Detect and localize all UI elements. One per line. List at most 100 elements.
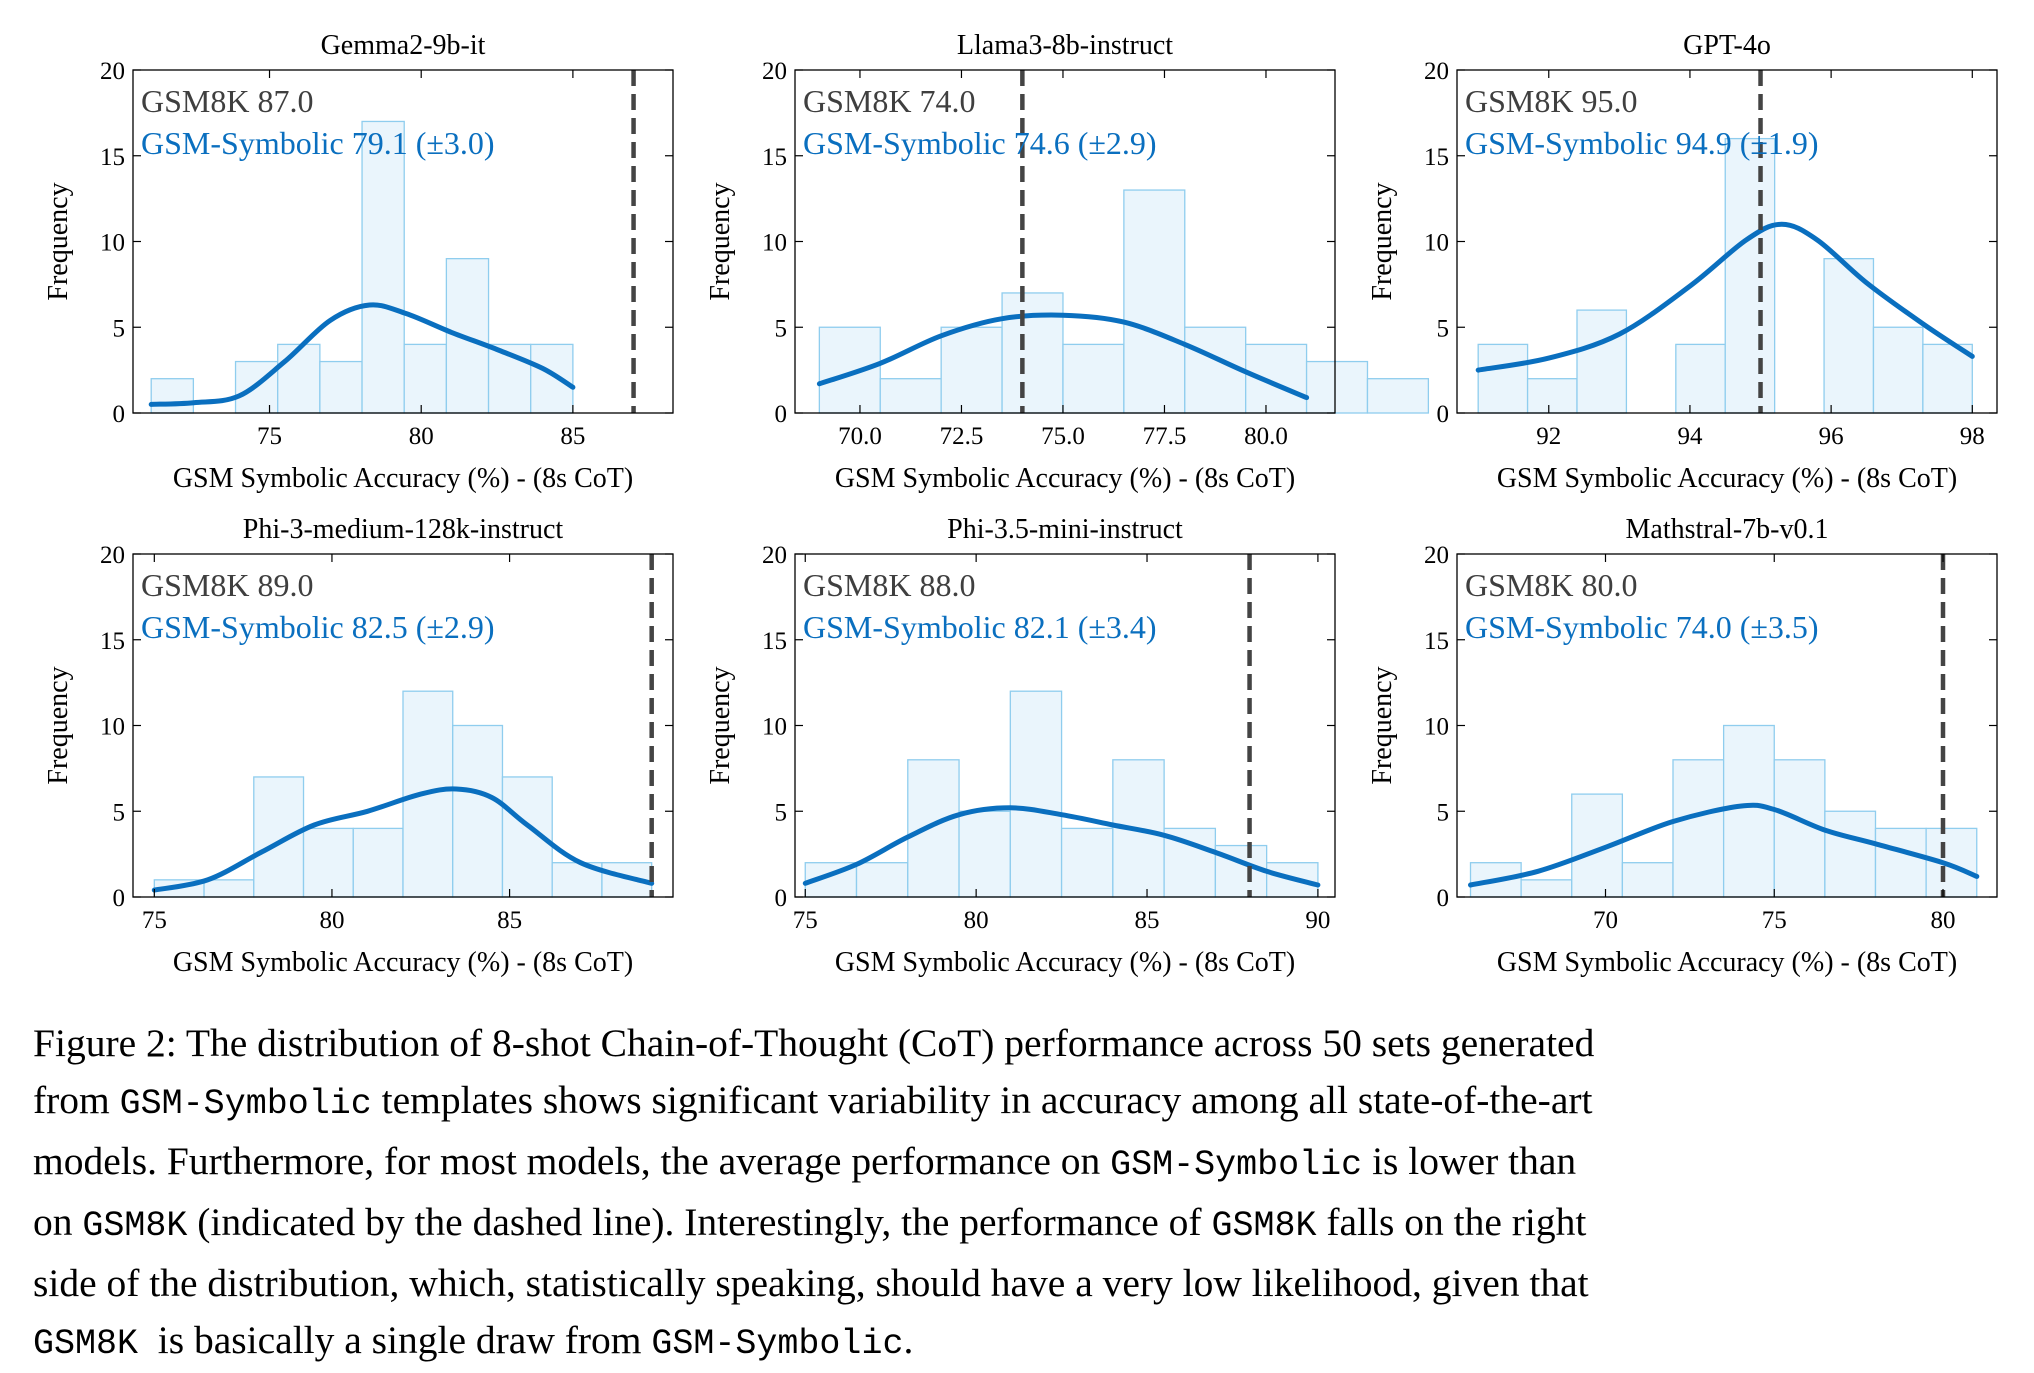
caption-text: is basically a single draw from [138,1318,652,1362]
x-tick-label: 75 [793,907,818,934]
x-tick-label: 94 [1677,423,1703,450]
histogram-bar [1925,827,1978,898]
y-tick-label: 15 [1424,144,1449,171]
histogram-bar [1062,343,1125,414]
y-tick-label: 10 [100,230,125,257]
y-tick-label: 5 [1437,799,1450,826]
caption-code: GSM8K [33,1324,139,1364]
gsm-symbolic-annotation: GSM-Symbolic 82.5 (±2.9) [141,609,495,645]
histogram-bar [879,378,942,414]
x-tick-label: 85 [497,907,522,934]
histogram-bar [1305,360,1369,414]
histogram-bar [452,724,504,898]
histogram-bar [1526,378,1578,414]
y-tick-label: 5 [775,799,788,826]
histogram-bar [1724,137,1776,414]
gsm-symbolic-annotation: GSM-Symbolic 94.9 (±1.9) [1465,125,1819,161]
y-tick-label: 15 [100,628,125,655]
chart-panel: 0 5 10 15 20 75 80 85 Phi-3-medium-128k-instruct… [43,514,674,978]
x-axis-label: GSM Symbolic Accuracy (%) - (8s CoT) [835,947,1295,978]
x-axis-label: GSM Symbolic Accuracy (%) - (8s CoT) [1497,947,1957,978]
x-tick-label: 80 [1931,907,1956,934]
caption-text: side of the distribution, which, statist… [33,1261,1589,1305]
x-tick-label: 70.0 [838,423,882,450]
y-tick-label: 10 [1424,230,1449,257]
gsm8k-annotation: GSM8K 88.0 [803,567,975,603]
caption-text: templates shows significant variability … [371,1078,1593,1122]
chart-title: GPT-4o [1683,30,1771,61]
x-axis-label: GSM Symbolic Accuracy (%) - (8s CoT) [835,463,1295,494]
chart-title: Phi-3.5-mini-instruct [947,514,1183,545]
histogram-bar [1001,292,1064,414]
chart-panel: 0 5 10 15 20 75 80 85 Gemma2-9b-it GSM Symbolic A… [43,30,674,494]
caption-text: models. Furthermore, for most models, th… [33,1139,1111,1183]
x-tick-label: 75 [142,907,167,934]
caption-line: side of the distribution, which, statist… [33,1255,2008,1312]
x-tick-label: 70 [1593,907,1618,934]
chart-panel: 0 5 10 15 20 75 80 85 90 Phi-3.5-mini-instruct GSM… [705,514,1336,978]
histogram-bar [1675,343,1726,414]
chart-title: Phi-3-medium-128k-instruct [243,514,564,545]
x-tick-label: 92 [1536,423,1561,450]
x-tick-label: 80 [319,907,344,934]
chart-title: Llama3-8b-instruct [957,30,1173,61]
gsm-symbolic-annotation: GSM-Symbolic 74.0 (±3.5) [1465,609,1819,645]
caption-text: (indicated by the dashed line). Interest… [187,1200,1212,1244]
x-tick-label: 77.5 [1143,423,1187,450]
gsm8k-annotation: GSM8K 80.0 [1465,567,1637,603]
y-tick-label: 10 [1424,714,1449,741]
y-tick-label: 10 [762,230,787,257]
caption-text: . [903,1318,914,1362]
kde-curve [151,786,655,893]
caption-code: GSM-Symbolic [119,1084,372,1124]
y-tick-label: 5 [1437,315,1450,342]
gsm8k-annotation: GSM8K 87.0 [141,83,313,119]
x-tick-label: 85 [560,423,585,450]
x-tick-label: 98 [1960,423,1985,450]
histogram-bar [361,120,405,414]
y-tick-label: 0 [1437,885,1450,912]
histogram-bar [940,326,1003,414]
histogram-bar [352,827,404,898]
x-axis-label: GSM Symbolic Accuracy (%) - (8s CoT) [1497,463,1957,494]
y-axis-label: Frequency [1367,182,1398,300]
chart-panel: 0 5 10 15 20 70 75 80 Mathstral-7b-v0.1 GSM Symbo… [1367,514,1998,978]
histogram-bar [1265,862,1319,898]
histogram-bar [530,343,574,414]
histogram-bar [302,827,354,898]
histogram-bar [203,879,255,898]
y-axis-label: Frequency [705,666,736,784]
caption-text: is lower than [1362,1139,1577,1183]
x-tick-label: 72.5 [940,423,984,450]
histogram-bar [1824,810,1877,898]
y-tick-label: 15 [100,144,125,171]
caption-line: from GSM-Symbolic templates shows signif… [33,1072,2008,1133]
caption-code: GSM8K [82,1206,188,1246]
histogram-bar [1009,690,1063,898]
caption-text: on [33,1200,83,1244]
histogram-bar [1123,189,1186,414]
y-tick-label: 5 [113,799,126,826]
gsm8k-annotation: GSM8K 89.0 [141,567,313,603]
caption-code: GSM-Symbolic [1110,1145,1363,1185]
histogram-bar [1245,343,1308,414]
histogram-bar [818,326,881,414]
caption-line: Figure 2: The distribution of 8-shot Cha… [33,1015,2008,1072]
caption-code: GSM8K [1211,1206,1317,1246]
histogram-bar [1477,343,1529,414]
kde-curve [1468,802,1980,888]
histogram-bar [1366,378,1430,414]
caption-text: from [33,1078,120,1122]
chart-title: Gemma2-9b-it [321,30,486,61]
y-tick-label: 5 [113,315,126,342]
histogram-bar [253,776,305,898]
x-tick-label: 90 [1305,907,1330,934]
kde-curve [148,302,576,407]
gsm-symbolic-annotation: GSM-Symbolic 79.1 (±3.0) [141,125,495,161]
x-axis-label: GSM Symbolic Accuracy (%) - (8s CoT) [173,947,633,978]
gsm8k-annotation: GSM8K 74.0 [803,83,975,119]
chart-panel: 0 5 10 15 20 70.0 72.5 75.0 77.5 80.0 Llama3-8b-in… [705,30,1430,494]
chart-title: Mathstral-7b-v0.1 [1626,514,1829,545]
kde-curve [802,805,1321,888]
y-tick-label: 10 [762,714,787,741]
